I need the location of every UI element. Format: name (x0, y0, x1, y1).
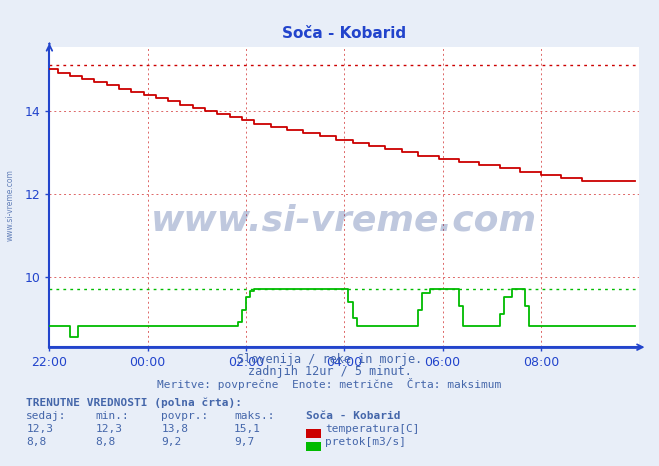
Text: temperatura[C]: temperatura[C] (325, 425, 419, 434)
Text: Slovenija / reke in morje.: Slovenija / reke in morje. (237, 353, 422, 365)
Text: TRENUTNE VREDNOSTI (polna črta):: TRENUTNE VREDNOSTI (polna črta): (26, 398, 243, 408)
Text: 12,3: 12,3 (26, 425, 53, 434)
Text: www.si-vreme.com: www.si-vreme.com (5, 169, 14, 241)
Text: 9,7: 9,7 (234, 438, 254, 447)
Text: maks.:: maks.: (234, 411, 274, 421)
Text: 8,8: 8,8 (26, 438, 47, 447)
Title: Soča - Kobarid: Soča - Kobarid (282, 26, 407, 41)
Text: 15,1: 15,1 (234, 425, 261, 434)
Text: www.si-vreme.com: www.si-vreme.com (152, 204, 537, 238)
Text: zadnjih 12ur / 5 minut.: zadnjih 12ur / 5 minut. (248, 365, 411, 378)
Text: sedaj:: sedaj: (26, 411, 67, 421)
Text: Soča - Kobarid: Soča - Kobarid (306, 411, 401, 421)
Text: 9,2: 9,2 (161, 438, 182, 447)
Text: Meritve: povprečne  Enote: metrične  Črta: maksimum: Meritve: povprečne Enote: metrične Črta:… (158, 378, 501, 390)
Text: min.:: min.: (96, 411, 129, 421)
Text: 8,8: 8,8 (96, 438, 116, 447)
Text: pretok[m3/s]: pretok[m3/s] (325, 438, 406, 447)
Text: povpr.:: povpr.: (161, 411, 209, 421)
Text: 12,3: 12,3 (96, 425, 123, 434)
Text: 13,8: 13,8 (161, 425, 188, 434)
